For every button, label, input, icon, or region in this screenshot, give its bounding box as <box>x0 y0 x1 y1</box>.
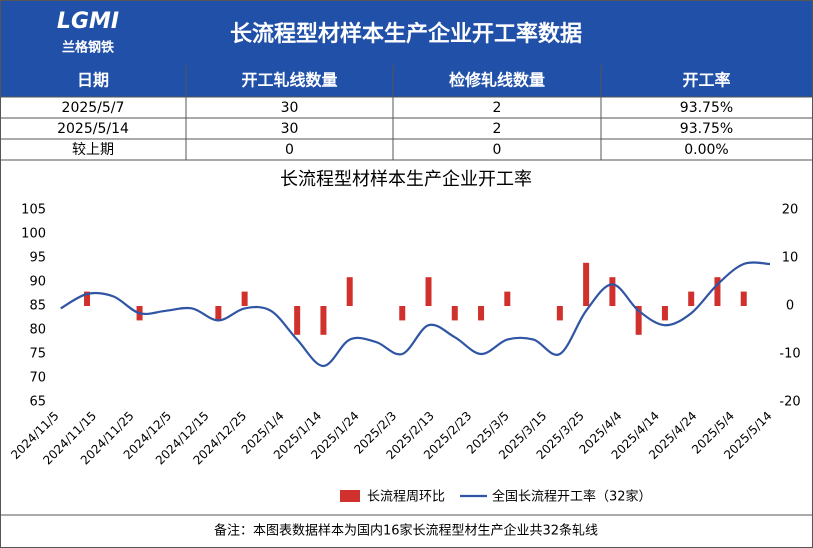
bar <box>399 306 406 321</box>
y-tick-label: 75 <box>29 347 46 362</box>
bar <box>504 291 511 306</box>
chart-title: 长流程型材样本生产企业开工率 <box>280 169 532 190</box>
bar <box>320 306 327 335</box>
y2-tick-label: 10 <box>782 251 799 266</box>
logo-sub: 兰格钢铁 <box>62 40 114 56</box>
table-cell: 较上期 <box>72 142 114 158</box>
legend-label: 长流程周环比 <box>367 490 445 505</box>
logo: LGMI <box>57 9 119 34</box>
bar <box>714 277 721 306</box>
bar <box>294 306 301 335</box>
table-cell: 0 <box>493 142 502 158</box>
column-header: 检修轧线数量 <box>449 71 545 90</box>
header-bar <box>1 1 812 65</box>
table-cell: 2025/5/14 <box>57 121 129 137</box>
page-title: 长流程型材样本生产企业开工率数据 <box>230 21 582 47</box>
table-cell: 2 <box>493 121 502 137</box>
table-cell: 93.75% <box>680 121 733 137</box>
table-cell: 2025/5/7 <box>62 100 125 116</box>
line <box>60 261 771 368</box>
bar <box>241 291 248 306</box>
column-header: 开工轧线数量 <box>241 71 337 90</box>
bar <box>688 291 695 306</box>
bar <box>215 306 222 321</box>
table-header <box>1 65 812 97</box>
bar <box>583 262 590 306</box>
y-tick-label: 85 <box>29 299 46 314</box>
y-tick-label: 90 <box>29 275 46 290</box>
y-tick-label: 105 <box>21 203 46 218</box>
y-tick-label: 70 <box>29 371 46 386</box>
y2-tick-label: 20 <box>782 203 799 218</box>
column-header: 开工率 <box>682 71 730 90</box>
y2-tick-label: -20 <box>779 395 800 410</box>
y-tick-label: 100 <box>21 227 46 242</box>
y-tick-label: 95 <box>29 251 46 266</box>
bar <box>661 306 668 321</box>
y-tick-label: 80 <box>29 323 46 338</box>
bar <box>346 277 353 306</box>
table: 日期 开工轧线数量 检修轧线数量 开工率 2025/5/7 30 2 93.75% 2025/5… <box>1 65 812 161</box>
bar <box>478 306 485 321</box>
y2-tick-label: 0 <box>786 299 794 314</box>
footnote: 备注：本图表数据样本为国内16家长流程型材生产企业共32条轧线 <box>214 523 598 539</box>
bar <box>635 306 642 335</box>
table-cell: 0 <box>285 142 294 158</box>
table-cell: 0.00% <box>684 142 728 158</box>
table-cell: 30 <box>281 100 299 116</box>
bar <box>556 306 563 321</box>
bar <box>84 291 91 306</box>
table-cell: 30 <box>281 121 299 137</box>
legend-swatch <box>340 490 360 502</box>
table-cell: 2 <box>493 100 502 116</box>
bar <box>609 277 616 306</box>
bar <box>425 277 432 306</box>
legend-label: 全国长流程开工率（32家） <box>492 489 652 505</box>
bar <box>451 306 458 321</box>
table-cell: 93.75% <box>680 100 733 116</box>
bar <box>740 291 747 306</box>
y-tick-label: 65 <box>29 395 46 410</box>
y2-tick-label: -10 <box>779 347 800 362</box>
column-header: 日期 <box>77 71 109 90</box>
